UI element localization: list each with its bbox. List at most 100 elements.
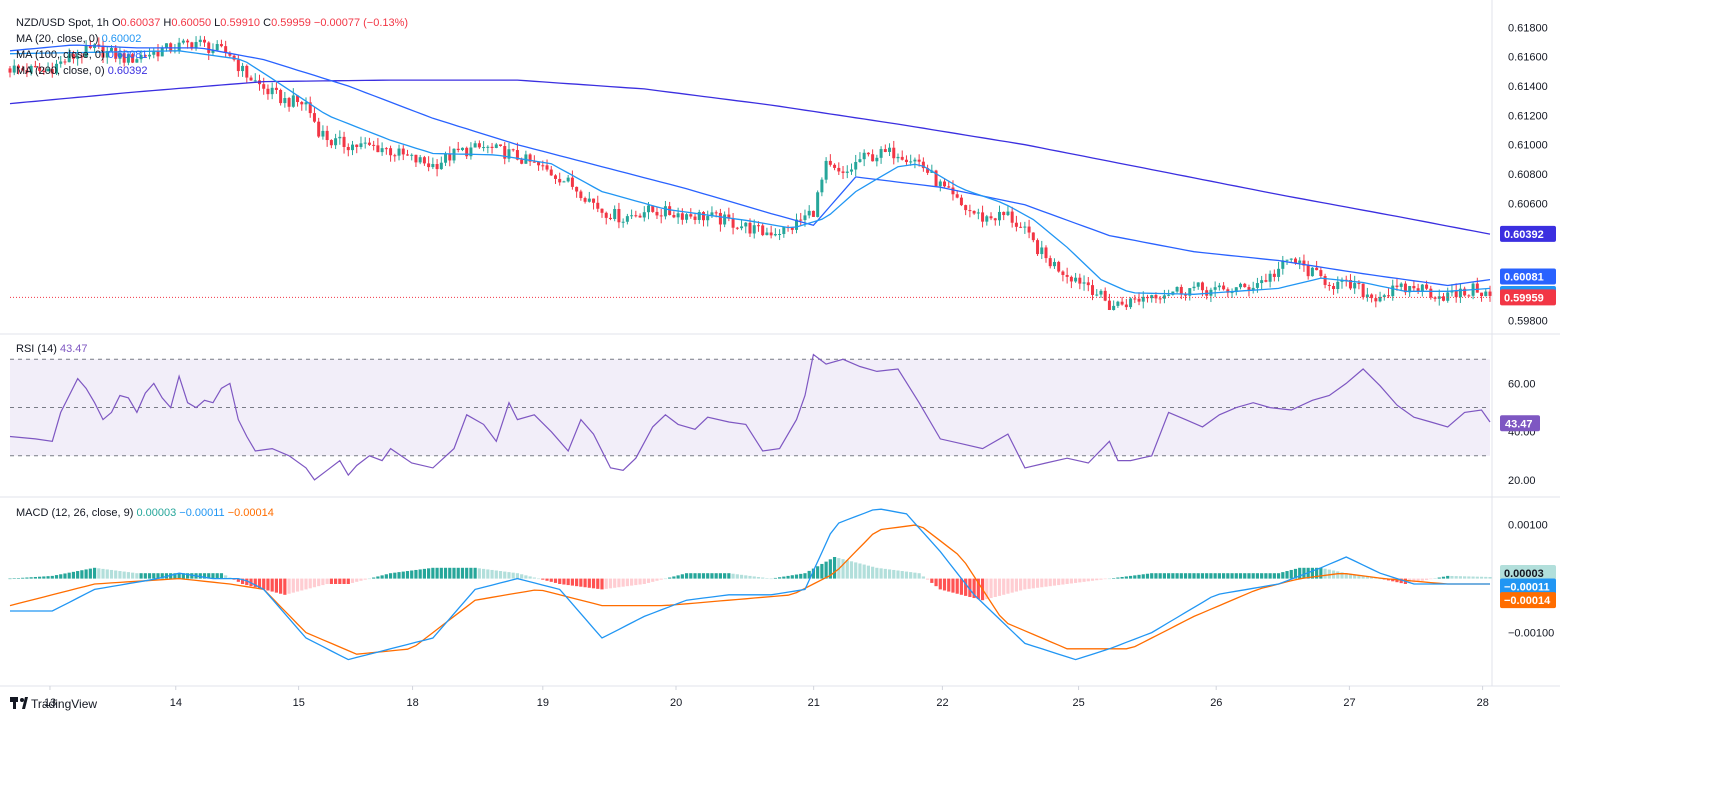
ma100-line [9, 44, 1491, 287]
candle-body [33, 65, 37, 68]
candle-body [8, 68, 12, 73]
candle-body [494, 144, 498, 148]
macd-histogram-bar [752, 576, 756, 579]
macd-histogram-bar [1006, 578, 1010, 594]
candle-body [80, 56, 84, 58]
candle-body [638, 215, 642, 218]
macd-histogram-bar [266, 578, 270, 591]
ma-legend: MA (20, close, 0) 0.60002 [16, 33, 141, 45]
candle-body [532, 161, 536, 163]
candle-body [1429, 288, 1433, 298]
macd-histogram-bar [211, 573, 215, 579]
macd-histogram-bar [765, 578, 769, 579]
macd-histogram-bar [147, 573, 152, 579]
macd-histogram-bar [414, 569, 418, 579]
candle-body [634, 215, 638, 217]
macd-histogram-bar [1230, 573, 1234, 579]
price-legend: NZD/USD Spot, 1h O0.60037 H0.60050 L0.59… [16, 17, 408, 29]
candle-body [152, 51, 156, 55]
candle-body [1319, 270, 1323, 277]
macd-histogram-bar [976, 578, 980, 600]
candle-body [592, 198, 596, 203]
candle-body [359, 143, 363, 147]
macd-histogram-bar [359, 578, 363, 581]
macd-legend-hist: 0.00003 [136, 507, 179, 519]
candle-body [105, 50, 109, 58]
candle-body [875, 157, 879, 162]
candle-body [659, 215, 663, 217]
macd-histogram-bar [993, 578, 997, 597]
macd-histogram-bar [1019, 578, 1023, 591]
candle-body [376, 145, 380, 153]
macd-histogram-bar [1289, 569, 1293, 579]
macd-histogram-bar [515, 573, 520, 579]
macd-histogram-bar [832, 557, 837, 579]
macd-histogram-bar [528, 576, 532, 579]
candle-body [1298, 260, 1302, 263]
candle-body [900, 156, 904, 160]
macd-histogram-bar [507, 572, 511, 579]
candle-body [1175, 286, 1179, 292]
candle-body [139, 55, 143, 60]
candle-body [985, 216, 989, 222]
macd-histogram-bar [477, 568, 481, 579]
macd-histogram-bar [549, 578, 553, 582]
macd-histogram-bar [1196, 573, 1200, 579]
candle-body [558, 178, 562, 183]
macd-histogram-bar [613, 578, 617, 588]
candle-body [503, 146, 507, 159]
macd-histogram-bar [849, 561, 854, 579]
candle-body [334, 138, 338, 146]
candle-body [575, 186, 579, 192]
macd-histogram-bar [1192, 573, 1196, 579]
candle-body [1023, 226, 1027, 228]
macd-histogram-bar [545, 578, 549, 581]
candle-body [164, 43, 168, 49]
candle-body [1353, 283, 1357, 289]
macd-histogram-bar [917, 573, 921, 579]
macd-histogram-bar [824, 561, 828, 579]
macd-histogram-bar [88, 568, 92, 579]
candle-body [951, 187, 955, 195]
macd-histogram-bar [854, 562, 858, 579]
candle-body [245, 65, 249, 78]
candle-body [304, 102, 308, 105]
ma-legend-label: MA (20, close, 0) [16, 33, 102, 45]
macd-histogram-bar [1471, 576, 1475, 579]
candle-body [1458, 288, 1462, 298]
candle-body [596, 202, 600, 209]
macd-histogram-bar [300, 578, 304, 591]
candle-body [1162, 295, 1166, 299]
candle-body [55, 63, 59, 74]
macd-histogram-bar [422, 568, 426, 579]
macd-histogram-bar [363, 578, 367, 580]
candle-body [566, 177, 570, 182]
macd-histogram-bar [1112, 578, 1116, 579]
candle-body [232, 55, 236, 60]
candle-body [287, 98, 291, 107]
macd-histogram-bar [761, 577, 765, 579]
macd-histogram-bar [33, 576, 37, 579]
candle-body [769, 232, 773, 236]
candle-body [604, 212, 608, 218]
candle-body [778, 234, 782, 236]
tradingview-logo [10, 697, 28, 709]
candle-body [351, 144, 355, 151]
candle-body [1074, 277, 1078, 282]
candle-body [1200, 282, 1204, 291]
candle-body [207, 42, 211, 53]
macd-histogram-bar [122, 571, 126, 579]
macd-histogram-bar [21, 577, 25, 579]
candle-body [1019, 226, 1023, 228]
candle-body [811, 210, 815, 217]
macd-histogram-bar [338, 578, 342, 584]
candle-body [1391, 285, 1395, 297]
macd-histogram-bar [439, 567, 443, 579]
candle-body [156, 51, 160, 57]
macd-histogram-bar [1395, 578, 1399, 583]
candle-body [1120, 301, 1124, 305]
candle-body [1247, 287, 1251, 291]
candle-body [1065, 274, 1069, 277]
